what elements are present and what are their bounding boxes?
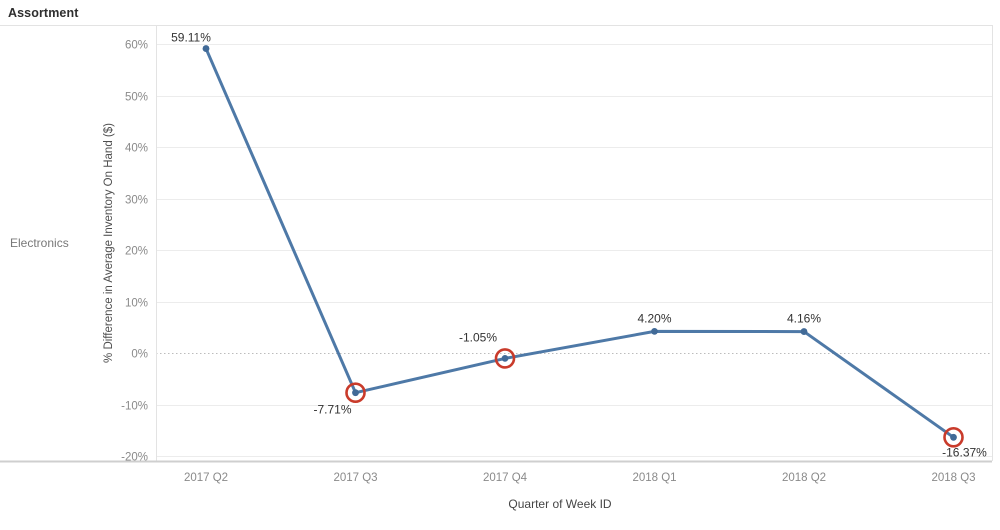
data-point[interactable] [950, 433, 957, 441]
y-tick-label: 40% [125, 143, 148, 155]
y-tick-label: 60% [125, 40, 148, 52]
data-label: 4.20% [637, 311, 671, 325]
data-point[interactable] [501, 355, 509, 362]
data-point[interactable] [800, 328, 808, 335]
x-tick-label[interactable]: 2017 Q3 [333, 472, 377, 484]
row-label-electronics[interactable]: Electronics [10, 236, 69, 250]
y-tick-label: 0% [131, 349, 148, 361]
data-point[interactable] [202, 45, 210, 52]
y-tick-label: -10% [121, 401, 148, 413]
sheet-header-assortment: Assortment [8, 6, 79, 20]
y-tick-label: 30% [125, 195, 148, 207]
data-point[interactable] [352, 389, 359, 397]
highlight-circle [943, 427, 964, 448]
data-label: 59.11% [171, 31, 211, 45]
data-label: -16.37% [942, 445, 987, 459]
x-tick-label[interactable]: 2018 Q2 [782, 472, 826, 484]
x-tick-label[interactable]: 2017 Q2 [184, 472, 228, 484]
data-label: -7.71% [313, 403, 351, 417]
data-label: 4.16% [787, 312, 821, 326]
x-tick-label[interactable]: 2018 Q1 [632, 472, 676, 484]
series-line [204, 47, 955, 439]
data-label: -1.05% [459, 330, 497, 344]
highlight-circle [345, 382, 366, 404]
x-tick-label[interactable]: 2017 Q4 [483, 472, 528, 484]
x-tick-label[interactable]: 2018 Q3 [931, 472, 975, 484]
highlight-circle [494, 348, 516, 369]
y-tick-label: 50% [125, 92, 148, 104]
y-tick-label: 20% [125, 246, 148, 258]
y-tick-label: 10% [125, 298, 148, 310]
x-axis-title: Quarter of Week ID [508, 497, 612, 511]
data-point[interactable] [651, 327, 658, 335]
